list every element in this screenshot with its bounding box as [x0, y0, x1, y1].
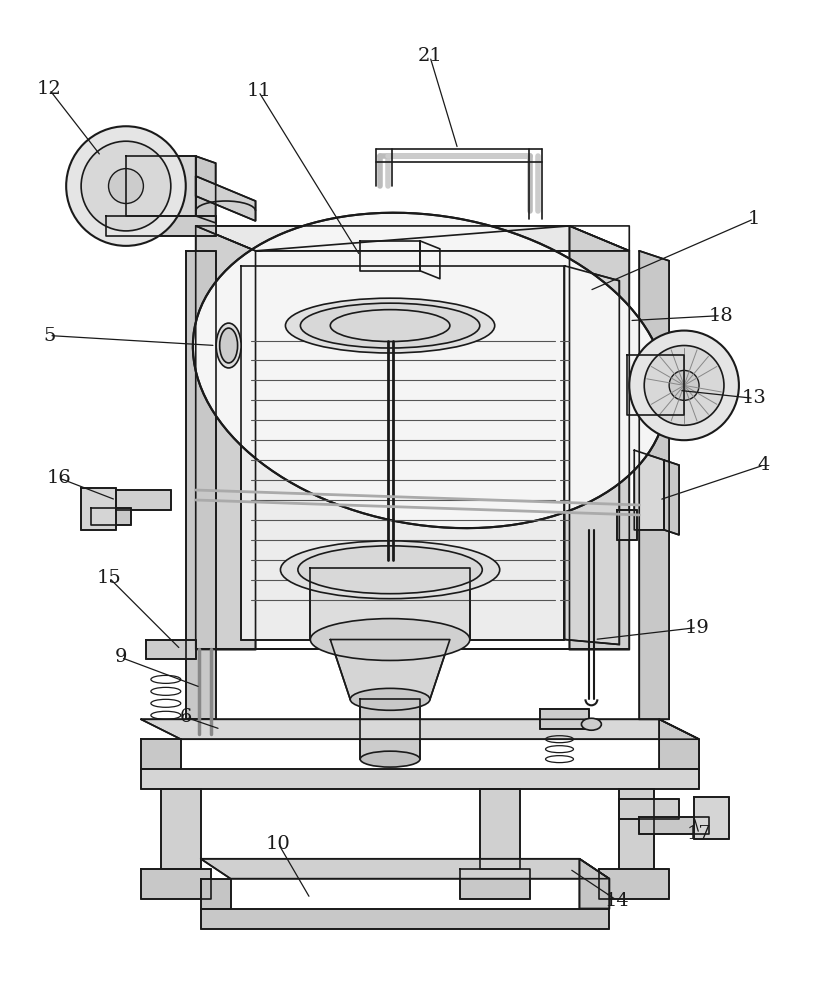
Polygon shape [460, 869, 529, 899]
Polygon shape [628, 355, 684, 415]
Text: 18: 18 [709, 307, 734, 325]
Text: 6: 6 [179, 708, 192, 726]
Ellipse shape [581, 718, 601, 730]
Polygon shape [241, 266, 565, 640]
Polygon shape [639, 251, 669, 719]
Text: 11: 11 [246, 82, 271, 100]
Text: 17: 17 [686, 825, 711, 843]
Polygon shape [539, 709, 590, 729]
Polygon shape [196, 176, 256, 221]
Ellipse shape [108, 169, 143, 203]
Polygon shape [310, 568, 470, 640]
Text: 1: 1 [748, 210, 760, 228]
Polygon shape [580, 859, 609, 909]
Polygon shape [201, 859, 609, 879]
Ellipse shape [285, 298, 495, 353]
Polygon shape [617, 510, 638, 540]
Text: 19: 19 [685, 619, 710, 637]
Ellipse shape [193, 213, 667, 528]
Polygon shape [126, 156, 196, 216]
Text: 10: 10 [266, 835, 291, 853]
Polygon shape [186, 251, 216, 719]
Ellipse shape [629, 331, 739, 440]
Polygon shape [570, 226, 629, 649]
Ellipse shape [298, 546, 482, 594]
Ellipse shape [220, 328, 237, 363]
Polygon shape [480, 789, 519, 869]
Text: 9: 9 [115, 648, 127, 666]
Polygon shape [420, 241, 440, 279]
Polygon shape [664, 460, 679, 535]
Polygon shape [141, 869, 211, 899]
Ellipse shape [300, 303, 480, 348]
Polygon shape [361, 241, 420, 271]
Text: 21: 21 [418, 47, 442, 65]
Ellipse shape [361, 751, 420, 767]
Ellipse shape [280, 541, 500, 599]
Polygon shape [361, 699, 420, 759]
Polygon shape [106, 216, 216, 236]
Ellipse shape [216, 323, 241, 368]
Polygon shape [196, 156, 216, 223]
Polygon shape [141, 739, 181, 769]
Text: 14: 14 [605, 892, 629, 910]
Polygon shape [634, 450, 664, 530]
Polygon shape [201, 909, 609, 929]
Text: 5: 5 [43, 327, 55, 345]
Polygon shape [639, 817, 709, 834]
Polygon shape [196, 226, 629, 251]
Polygon shape [565, 266, 619, 645]
Text: 13: 13 [742, 389, 767, 407]
Polygon shape [619, 789, 654, 869]
Ellipse shape [644, 346, 724, 425]
Polygon shape [141, 769, 699, 789]
Polygon shape [141, 719, 699, 739]
Ellipse shape [310, 619, 470, 660]
Text: 16: 16 [47, 469, 72, 487]
Polygon shape [659, 719, 699, 769]
Polygon shape [81, 488, 116, 530]
Polygon shape [694, 797, 729, 839]
Ellipse shape [669, 370, 699, 400]
Polygon shape [91, 508, 131, 525]
Ellipse shape [350, 688, 430, 710]
Text: 12: 12 [37, 80, 61, 98]
Polygon shape [116, 490, 171, 510]
Polygon shape [146, 640, 196, 659]
Polygon shape [330, 640, 450, 699]
Text: 4: 4 [758, 456, 770, 474]
Text: 15: 15 [97, 569, 122, 587]
Ellipse shape [81, 141, 171, 231]
Ellipse shape [66, 126, 186, 246]
Polygon shape [196, 226, 256, 649]
Polygon shape [160, 789, 201, 869]
Polygon shape [201, 879, 231, 909]
Polygon shape [619, 799, 679, 819]
Polygon shape [600, 869, 669, 899]
